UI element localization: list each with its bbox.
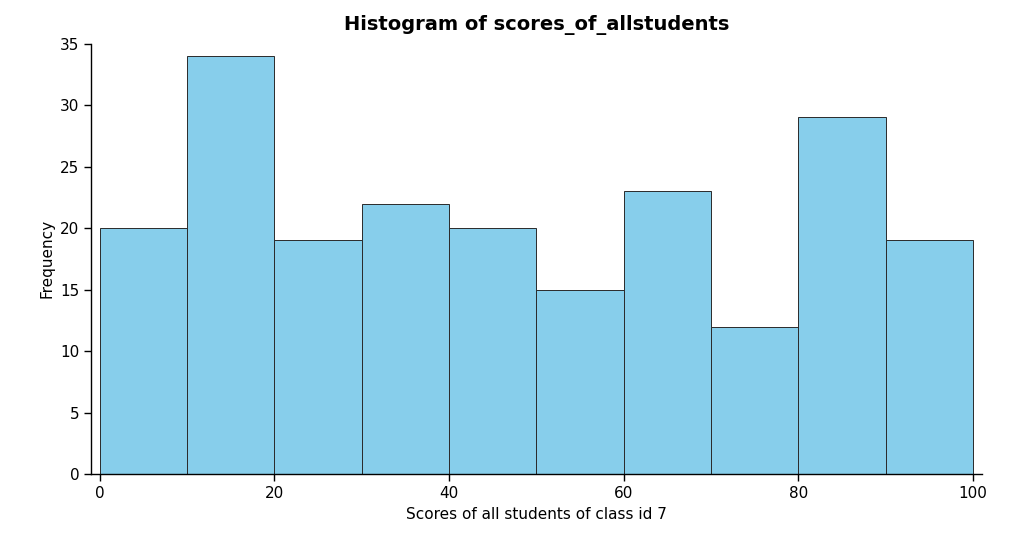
Bar bbox=[449, 228, 536, 474]
Bar bbox=[885, 240, 972, 474]
X-axis label: Scores of all students of class id 7: Scores of all students of class id 7 bbox=[405, 506, 666, 522]
Title: Histogram of scores_of_allstudents: Histogram of scores_of_allstudents bbox=[344, 15, 728, 35]
Bar bbox=[798, 117, 885, 474]
Bar bbox=[361, 203, 449, 474]
Bar bbox=[623, 191, 711, 474]
Bar bbox=[711, 326, 798, 474]
Bar bbox=[536, 289, 623, 474]
Bar bbox=[100, 228, 187, 474]
Bar bbox=[187, 56, 274, 474]
Y-axis label: Frequency: Frequency bbox=[39, 219, 55, 299]
Bar bbox=[274, 240, 361, 474]
